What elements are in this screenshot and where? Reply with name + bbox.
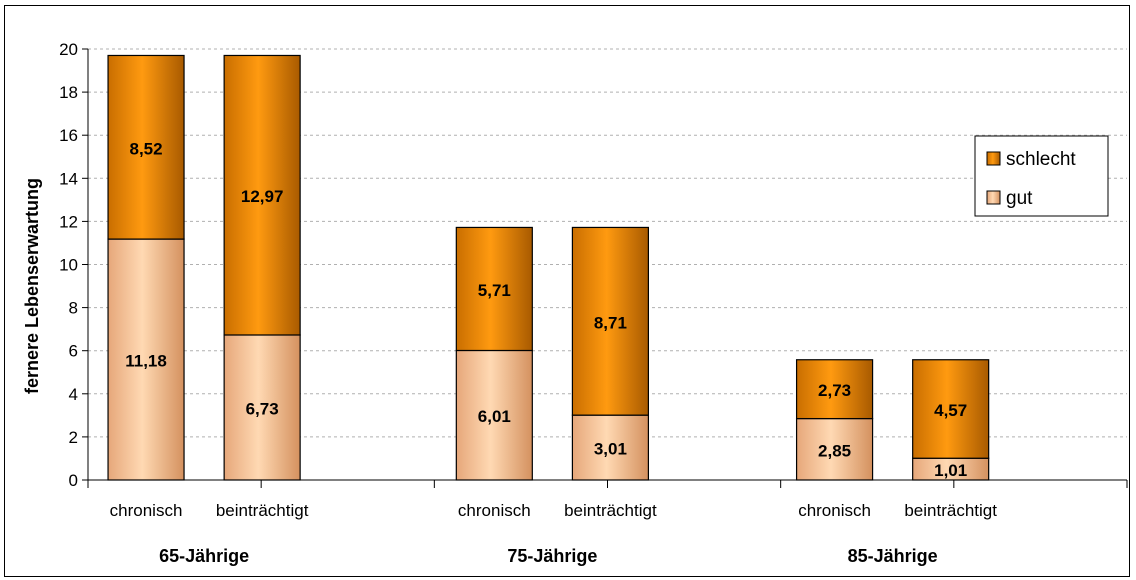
legend-label-schlecht: schlecht (1006, 149, 1076, 170)
bar-gut (795, 417, 874, 481)
y-tick-label: 12 (59, 212, 78, 231)
y-tick-label: 8 (69, 299, 78, 318)
data-label-gut: 1,01 (934, 461, 967, 480)
y-tick-label: 2 (69, 428, 78, 447)
category-label: beinträchtigt (904, 501, 997, 520)
data-label-schlecht: 12,97 (241, 187, 284, 206)
bars (107, 54, 990, 481)
data-label-schlecht: 5,71 (478, 281, 511, 300)
bar-schlecht (223, 54, 301, 336)
y-axis-title: fernere Lebenserwartung (22, 178, 42, 394)
category-label: beinträchtigt (216, 501, 309, 520)
data-label-gut: 11,18 (125, 352, 167, 371)
bar-schlecht (455, 226, 533, 352)
y-tick-label: 16 (59, 126, 78, 145)
bar-gut (571, 414, 650, 481)
bar-gut (455, 349, 533, 481)
data-label-schlecht: 8,52 (129, 139, 162, 158)
bar-schlecht (107, 54, 185, 240)
category-label: beinträchtigt (564, 501, 657, 520)
data-label-schlecht: 4,57 (934, 401, 967, 420)
legend-swatch-gut (986, 190, 1001, 205)
bar-gut (107, 238, 185, 481)
y-tick-label: 18 (59, 83, 78, 102)
labels: 0 2 4 6 8 10 12 14 16 18 20 11,18 8,52 chronisch 65-Jä… (59, 40, 997, 566)
data-label-gut: 3,01 (594, 440, 627, 459)
bar-gut (223, 334, 301, 481)
y-tick-label: 10 (59, 256, 78, 275)
group-label: 65-Jährige (159, 546, 249, 566)
bar-schlecht (912, 359, 990, 459)
y-tick-label: 20 (59, 40, 78, 59)
y-tick-label: 0 (69, 471, 78, 490)
data-label-schlecht: 8,71 (594, 313, 627, 332)
chart-frame (4, 5, 1130, 577)
bar-schlecht (571, 226, 650, 416)
data-label-gut: 2,85 (818, 441, 851, 460)
bar-schlecht (795, 359, 874, 420)
group-label: 85-Jährige (848, 546, 938, 566)
legend: schlecht gut (974, 135, 1109, 217)
legend-label-gut: gut (1006, 188, 1033, 209)
category-label: chronisch (110, 501, 183, 520)
group-label: 75-Jährige (507, 546, 597, 566)
y-tick-label: 4 (69, 385, 78, 404)
y-tick-label: 6 (69, 342, 78, 361)
data-label-gut: 6,73 (246, 399, 279, 418)
category-label: chronisch (798, 501, 871, 520)
data-label-schlecht: 2,73 (818, 381, 851, 400)
legend-swatch-schlecht (986, 151, 1001, 166)
category-label: chronisch (458, 501, 531, 520)
data-label-gut: 6,01 (478, 407, 511, 426)
y-tick-label: 14 (59, 169, 78, 188)
